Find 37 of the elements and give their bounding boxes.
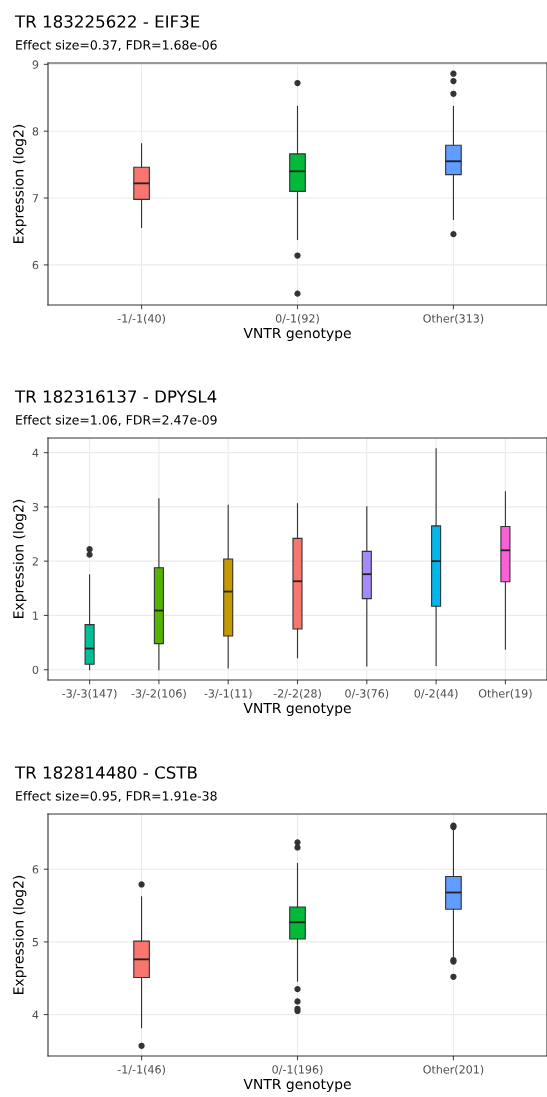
y-axis-title: Expression (log2) [12, 499, 27, 618]
y-tick-label: 4 [32, 448, 39, 457]
x-tick-label: 0/-2(44) [414, 689, 458, 699]
y-tick-label: 9 [32, 60, 39, 69]
y-tick-label: 5 [32, 938, 38, 947]
x-axis-title: VNTR genotype [243, 702, 351, 716]
y-tick-label: 0 [32, 665, 39, 675]
chart-title: TR 183225622 - EIF3E [14, 15, 200, 28]
x-tick-label: 0/-3(76) [345, 689, 389, 699]
x-tick-label: 0/-1(196) [272, 1065, 323, 1075]
x-tick-label: -3/-2(106) [131, 689, 186, 699]
y-tick-label: 1 [33, 611, 38, 620]
x-tick-label: 0/-1(92) [275, 314, 319, 324]
y-tick-label: 4 [32, 1010, 39, 1019]
y-tick-label: 2 [32, 557, 38, 566]
chart-subtitle: Effect size=0.37, FDR=1.68e-06 [16, 39, 217, 51]
x-tick-label: -1/-1(46) [117, 1065, 165, 1075]
y-tick-label: 7 [32, 194, 39, 203]
x-tick-label: Other(201) [423, 1065, 484, 1075]
chart-title: TR 182814480 - CSTB [14, 766, 197, 779]
y-axis-title: Expression (log2) [12, 124, 27, 243]
x-tick-label: -2/-2(28) [273, 689, 321, 699]
chart-subtitle: Effect size=0.95, FDR=1.91e-38 [16, 790, 217, 802]
y-tick-label: 6 [32, 260, 39, 270]
y-tick-label: 3 [32, 502, 39, 512]
x-tick-label: -3/-1(11) [204, 689, 252, 699]
x-tick-label: Other(19) [478, 689, 532, 699]
y-axis-title: Expression (log2) [12, 875, 27, 994]
chart-title: TR 182316137 - DPYSL4 [14, 390, 217, 403]
chart-subtitle: Effect size=1.06, FDR=2.47e-09 [16, 414, 217, 426]
y-tick-label: 8 [32, 127, 39, 136]
x-axis-title: VNTR genotype [243, 327, 351, 341]
y-tick-label: 6 [32, 865, 39, 874]
x-tick-label: Other(313) [423, 314, 484, 324]
x-tick-label: -3/-3(147) [62, 689, 117, 699]
x-axis-title: VNTR genotype [243, 1078, 351, 1092]
x-tick-label: -1/-1(40) [117, 314, 165, 324]
